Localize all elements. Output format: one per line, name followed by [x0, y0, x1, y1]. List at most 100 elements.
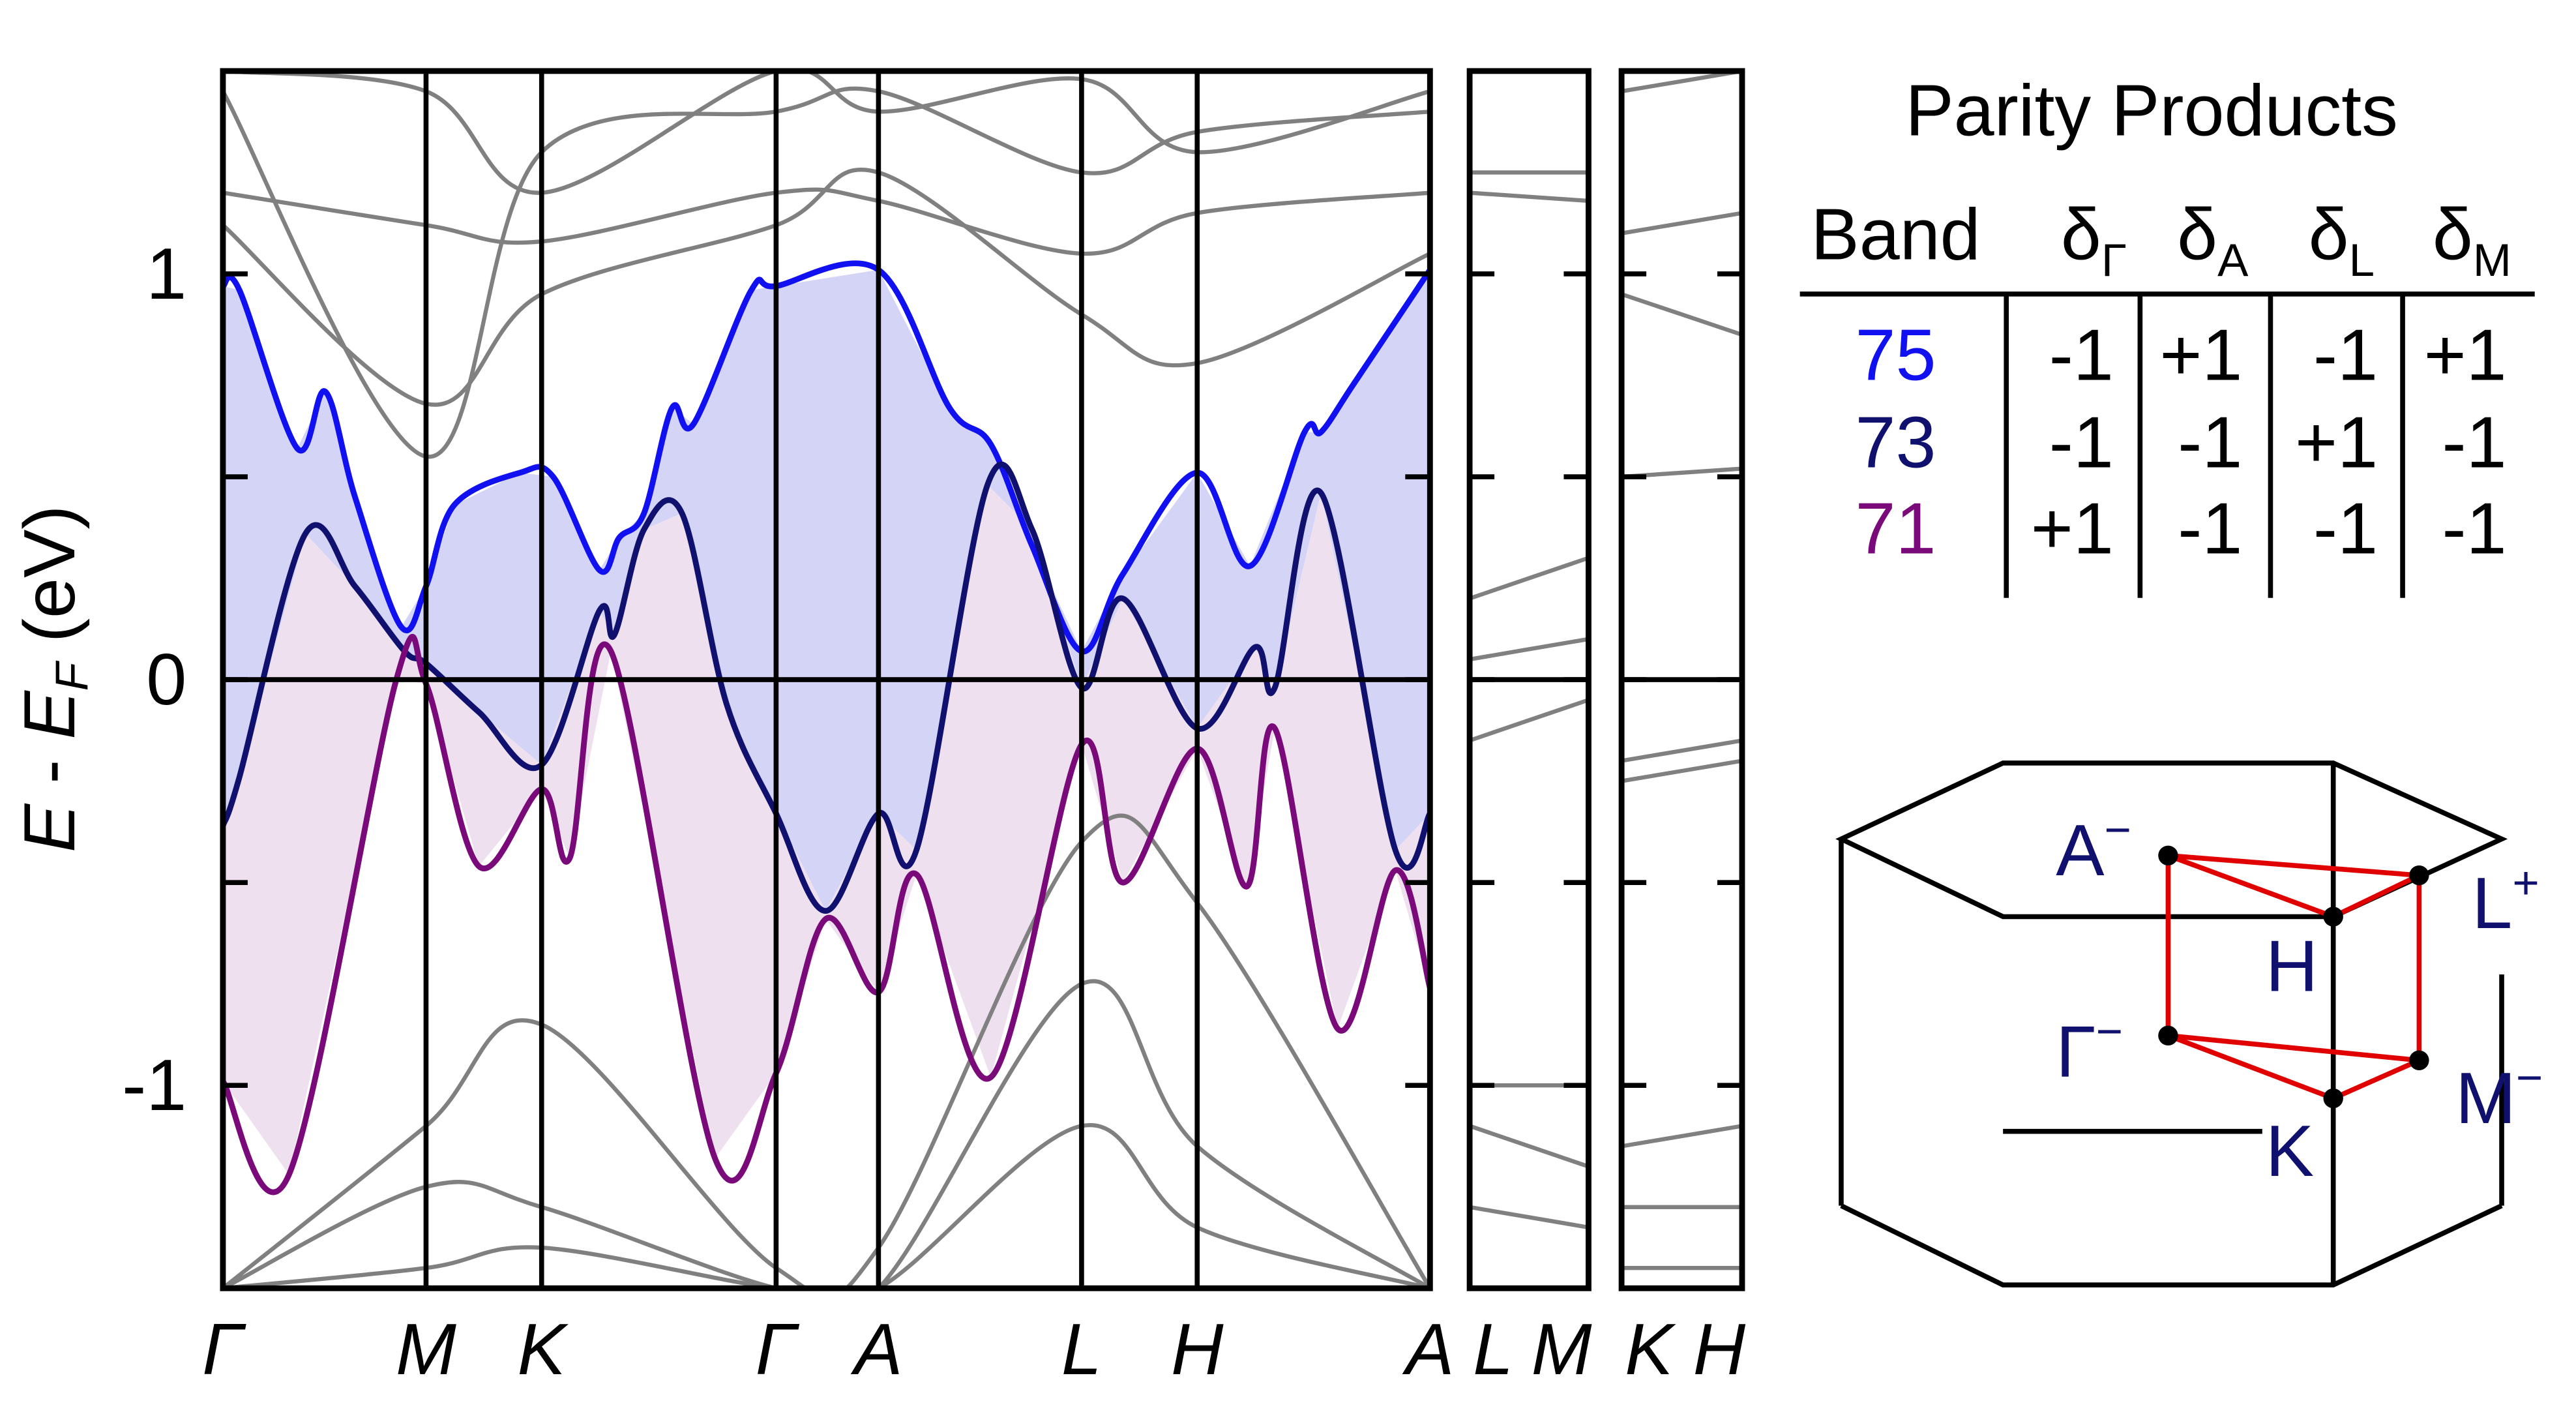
header-sub: Γ [2101, 235, 2127, 286]
x-tick-label: L [1473, 1308, 1513, 1390]
x-tick-label: K [518, 1308, 569, 1390]
y-title-part: F [46, 660, 98, 691]
table-cell: 75 [1856, 314, 1936, 395]
bz-label: M− [2455, 1052, 2543, 1139]
band-fill [222, 269, 1430, 911]
x-tick-label: Γ [756, 1308, 800, 1390]
table-cell: -1 [2313, 487, 2378, 569]
table-cell: -1 [2049, 402, 2114, 483]
table-cell: +1 [2295, 402, 2378, 483]
bz-label-sup: − [2096, 1006, 2123, 1058]
table-cell: -1 [2178, 487, 2242, 569]
bz-edge [1840, 1203, 2503, 1288]
table-cell: -1 [2049, 314, 2114, 395]
x-tick-label: Γ [202, 1308, 246, 1390]
band-line [1621, 70, 1742, 94]
table-cell: +1 [2031, 487, 2114, 569]
parity-table: Parity Products Band δΓ δA δL δM 75 -1 +1-… [1799, 70, 2535, 598]
panel [222, 70, 1430, 1289]
band-line [1621, 211, 1742, 235]
bz-label-text: A [2056, 809, 2105, 891]
header-cell: δA [2177, 194, 2249, 286]
band-line [222, 187, 1430, 256]
x-tick-label: H [1171, 1308, 1224, 1390]
band-line [222, 979, 1430, 1289]
table-cell: 71 [1856, 487, 1936, 569]
bz-point [2158, 845, 2178, 865]
band-line [222, 70, 1430, 195]
bz-label-text: L [2472, 862, 2512, 944]
table-cell: +1 [2159, 314, 2242, 395]
table-cell: -1 [2442, 487, 2507, 569]
bz-label: H [2266, 925, 2318, 1006]
y-tick-label: 1 [146, 233, 186, 314]
y-title-part: E [8, 690, 90, 740]
bz-path [2167, 1033, 2429, 1102]
x-tick-label: L [1061, 1308, 1102, 1390]
table-cell: 73 [1856, 402, 1936, 483]
table-title: Parity Products [1905, 70, 2398, 151]
header-text: δ [2177, 194, 2217, 275]
x-tick-label: A [850, 1308, 902, 1390]
bz-label: L+ [2472, 858, 2539, 944]
bz-label: A− [2056, 805, 2131, 892]
bz-labels: A− L+ H Γ− M− K [2056, 805, 2543, 1192]
highlight-band [222, 260, 1430, 655]
header-text: δ [2061, 194, 2101, 275]
band-line [1470, 637, 1589, 662]
y-title-part: E [8, 803, 90, 852]
table-cell: -1 [2178, 402, 2242, 483]
y-tick-label: -1 [122, 1044, 186, 1126]
panel [1470, 170, 1589, 1230]
bz-point [2158, 1025, 2178, 1046]
highlight-band [222, 634, 1430, 1195]
bz-point [2323, 1088, 2343, 1109]
band-line [1470, 190, 1589, 203]
bz-label-text: Γ [2056, 1011, 2095, 1092]
panel [1621, 70, 1742, 1270]
header-text: δ [2309, 194, 2349, 275]
bz-point [2323, 907, 2343, 927]
band-line [1621, 292, 1742, 337]
y-axis-title: E - EF (eV) [8, 505, 98, 852]
band-line [1470, 556, 1589, 601]
table-cell: -1 [2442, 402, 2507, 483]
bz-point [2409, 865, 2429, 886]
panel-frame [1466, 68, 1591, 1291]
band-line [1470, 1205, 1589, 1230]
y-tick-label: 0 [146, 638, 186, 720]
header-cell: δΓ [2061, 194, 2127, 286]
header-text: δ [2433, 194, 2473, 275]
header-sub: M [2473, 235, 2511, 286]
x-tick-label: H [1693, 1308, 1746, 1390]
band-line [1621, 759, 1742, 783]
bz-label: Γ− [2056, 1006, 2123, 1093]
header-sub: L [2349, 235, 2375, 286]
band-line [222, 1122, 1430, 1289]
bz-label-sup: − [2516, 1052, 2543, 1104]
bz-path [2167, 853, 2429, 920]
y-title-part: - [8, 740, 90, 804]
band-line [1621, 1124, 1742, 1149]
table-cell: -1 [2313, 314, 2378, 395]
bz-edge [1835, 760, 2508, 920]
panel-frame [220, 68, 1433, 1291]
bz-label-sup: − [2105, 805, 2131, 856]
header-cell: δM [2433, 194, 2511, 286]
bz-label-sup: + [2512, 858, 2539, 909]
bz-point [2409, 1050, 2429, 1070]
band-line [1470, 698, 1589, 743]
table-cell: +1 [2424, 314, 2507, 395]
band-fill [222, 485, 1430, 1175]
y-title-part: (eV) [8, 505, 90, 663]
header-cell: δL [2309, 194, 2375, 286]
x-tick-label: M [1532, 1308, 1592, 1390]
header-sub: A [2217, 235, 2249, 286]
header-cell: Band [1811, 194, 1980, 275]
bz-label-text: M [2455, 1057, 2516, 1139]
panel-frame [1618, 68, 1745, 1291]
brillouin-zone [1835, 760, 2508, 1288]
band-line [1470, 1124, 1589, 1169]
x-tick-label: M [396, 1308, 456, 1390]
